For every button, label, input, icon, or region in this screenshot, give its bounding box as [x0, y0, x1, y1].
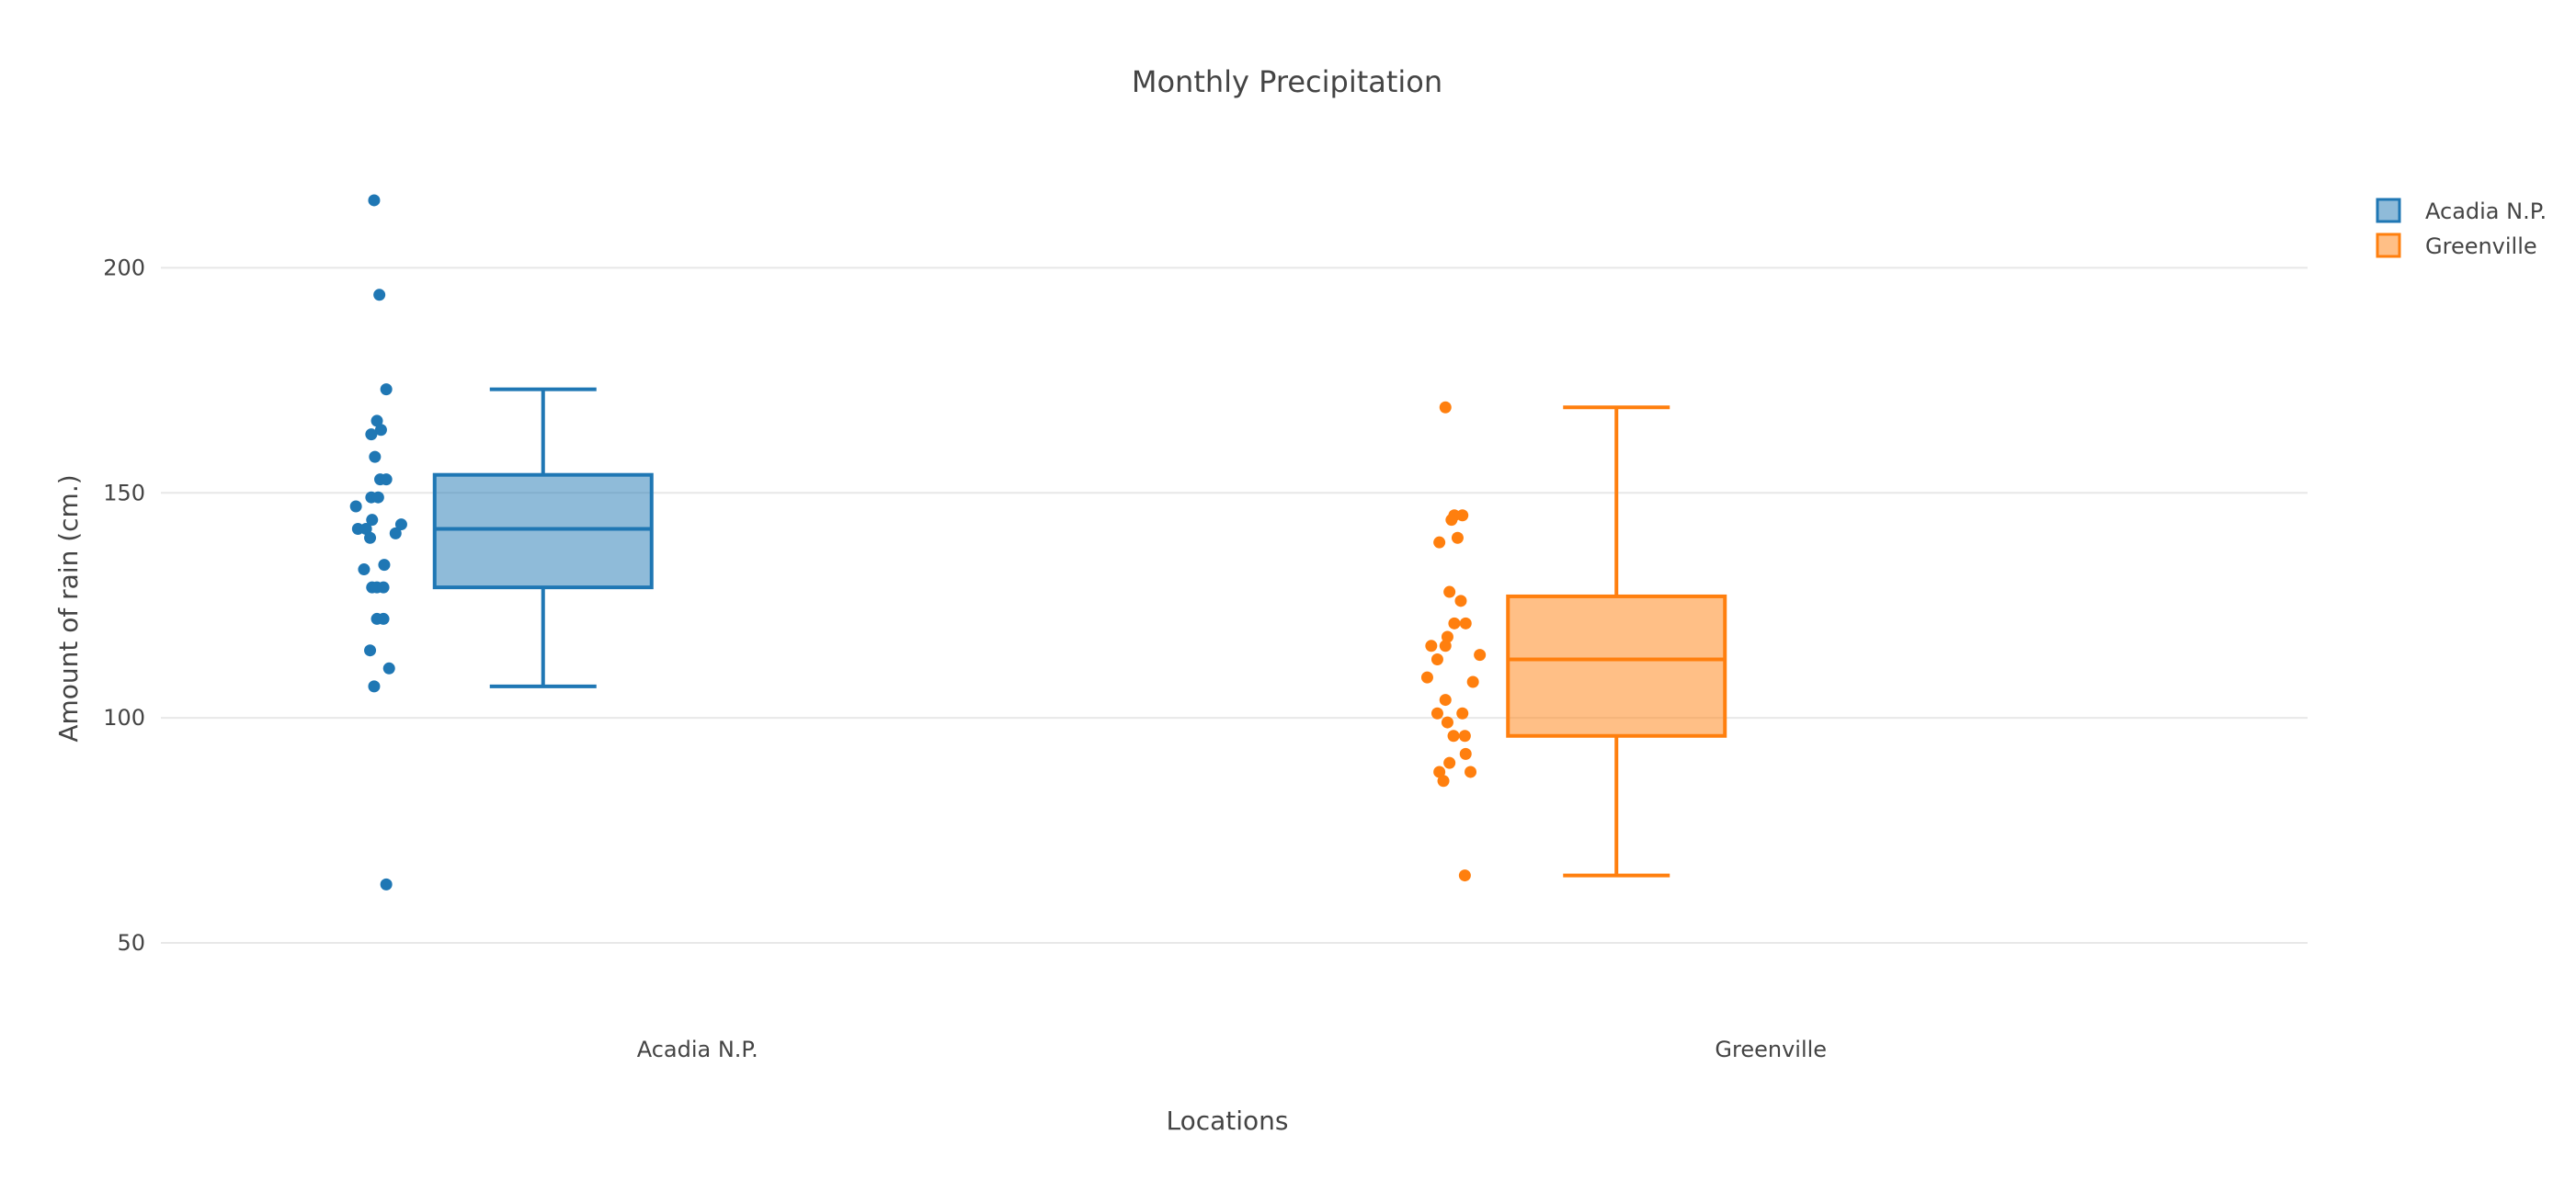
- box-trace: [1506, 405, 1727, 878]
- chart-title: Monthly Precipitation: [1132, 64, 1442, 99]
- data-point: [1448, 617, 1461, 630]
- data-point: [1456, 707, 1469, 720]
- data-point: [378, 559, 391, 572]
- data-point: [1459, 747, 1472, 760]
- data-point: [369, 450, 382, 463]
- y-gridlines: [161, 267, 2308, 945]
- data-point: [373, 289, 386, 301]
- y-axis-title: Amount of rain (cm.): [53, 474, 84, 742]
- y-tick-label: 200: [103, 255, 145, 280]
- y-tick-label: 50: [117, 930, 145, 956]
- data-point: [368, 194, 381, 207]
- data-point: [394, 518, 407, 531]
- data-point: [1458, 869, 1471, 882]
- x-axis-title: Locations: [1166, 1106, 1288, 1136]
- y-tick-label: 100: [103, 705, 145, 731]
- x-tick-labels: Acadia N.P. Greenville: [637, 1037, 1827, 1062]
- legend-swatch: [2376, 198, 2401, 223]
- data-point: [1441, 716, 1453, 729]
- data-point: [349, 500, 362, 513]
- data-points: [349, 194, 1487, 891]
- legend[interactable]: Acadia N.P. Greenville: [2376, 198, 2547, 259]
- interquartile-box: [1506, 594, 1727, 738]
- data-point: [1425, 640, 1438, 652]
- data-point: [371, 491, 384, 504]
- data-point: [1430, 653, 1443, 666]
- data-point: [358, 563, 370, 576]
- data-point: [377, 612, 390, 625]
- data-point: [389, 527, 402, 539]
- data-point: [366, 514, 379, 527]
- x-tick-label: Greenville: [1715, 1037, 1827, 1062]
- data-point: [1433, 766, 1446, 778]
- data-point: [1466, 675, 1479, 688]
- data-point: [377, 581, 390, 594]
- data-point: [370, 414, 383, 427]
- legend-item[interactable]: Acadia N.P.: [2376, 198, 2547, 224]
- data-point: [374, 424, 387, 437]
- legend-item[interactable]: Greenville: [2376, 233, 2537, 259]
- data-point: [1439, 640, 1452, 652]
- data-point: [364, 531, 377, 544]
- data-point: [1441, 630, 1453, 643]
- data-point: [1437, 775, 1450, 788]
- legend-label: Acadia N.P.: [2425, 199, 2547, 224]
- data-point: [1447, 730, 1460, 743]
- data-point: [365, 428, 378, 441]
- data-point: [380, 383, 393, 396]
- data-point: [368, 680, 381, 693]
- data-point: [1451, 531, 1464, 544]
- data-point: [1458, 730, 1471, 743]
- legend-label: Greenville: [2425, 233, 2537, 259]
- data-point: [1454, 595, 1467, 607]
- data-point: [1443, 756, 1456, 769]
- interquartile-box: [432, 472, 654, 590]
- legend-swatch: [2376, 233, 2401, 258]
- data-point: [380, 878, 393, 891]
- data-point: [1443, 585, 1456, 598]
- data-point: [1433, 536, 1446, 549]
- box-traces: [432, 387, 1727, 878]
- y-tick-labels: 50 100 150 200: [103, 255, 145, 956]
- data-point: [1459, 617, 1472, 630]
- data-point: [380, 473, 393, 486]
- data-point: [1439, 401, 1452, 414]
- data-point: [364, 644, 377, 657]
- x-tick-label: Acadia N.P.: [637, 1037, 758, 1062]
- data-point: [1420, 671, 1433, 684]
- data-point: [359, 522, 372, 535]
- data-point: [382, 662, 395, 675]
- data-point: [1474, 649, 1487, 662]
- data-point: [1445, 514, 1458, 527]
- data-point: [1465, 766, 1477, 778]
- data-point: [1430, 707, 1443, 720]
- data-point: [1439, 694, 1452, 707]
- y-tick-label: 150: [103, 480, 145, 505]
- box-trace: [432, 387, 654, 688]
